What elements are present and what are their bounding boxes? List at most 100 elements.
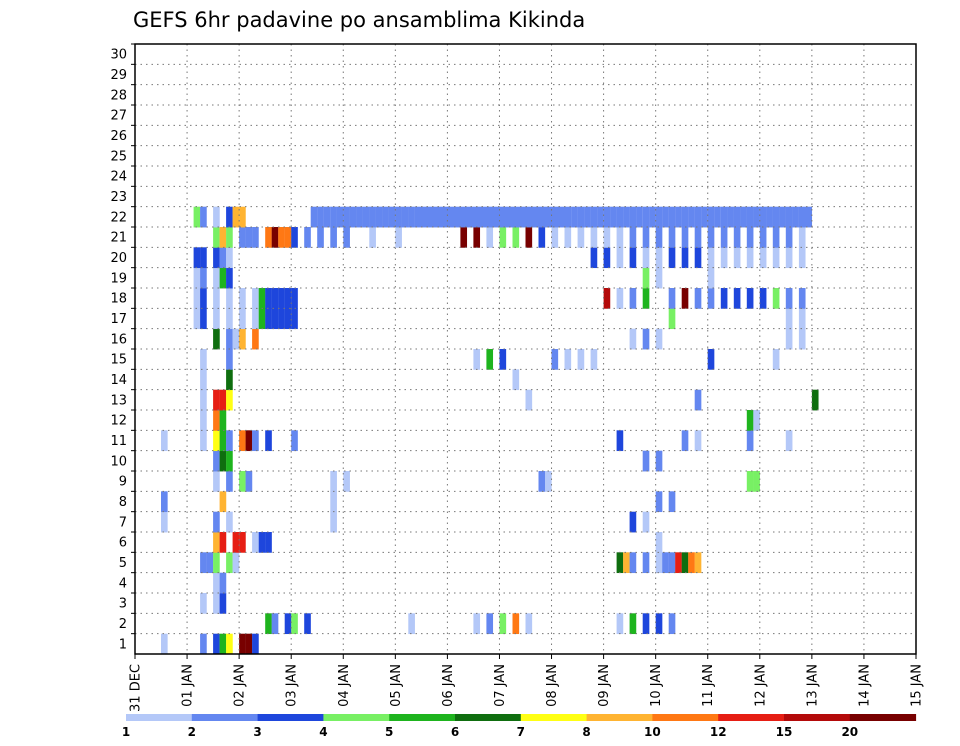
legend-label: 10 [644, 725, 661, 739]
heatmap-cell [577, 206, 585, 228]
heatmap-cell [545, 206, 552, 228]
heatmap-cell [798, 308, 806, 330]
heatmap-cell [655, 227, 663, 248]
heatmap-cell [798, 247, 806, 269]
legend-label: 4 [319, 725, 327, 739]
y-tick-label: 22 [110, 210, 127, 225]
heatmap-cell [759, 206, 767, 228]
y-tick-label: 21 [110, 231, 127, 246]
heatmap-cell [655, 267, 663, 289]
heatmap-cell [519, 206, 526, 228]
heatmap-cell [688, 552, 695, 574]
heatmap-cell [226, 308, 233, 330]
x-tick-label: 11 JAN [701, 664, 716, 707]
heatmap-cell [440, 206, 448, 228]
heatmap-cell [213, 247, 220, 269]
heatmap-cell [226, 247, 233, 269]
heatmap-cell [675, 552, 682, 574]
heatmap-cell [200, 593, 207, 614]
heatmap-cell [265, 288, 272, 309]
heatmap-cell [219, 227, 227, 248]
y-tick-label: 15 [110, 353, 127, 368]
heatmap-cell [213, 572, 220, 594]
heatmap-cell [375, 206, 383, 228]
heatmap-cell [330, 206, 337, 228]
heatmap-cell [642, 247, 650, 269]
heatmap-cell [356, 206, 363, 228]
heatmap-cell [232, 328, 240, 350]
heatmap-cell [200, 288, 207, 309]
heatmap-cell [642, 328, 650, 350]
x-tick-label: 13 JAN [805, 664, 820, 707]
heatmap-cell [616, 288, 624, 309]
heatmap-cell [668, 491, 676, 513]
heatmap-cell [551, 227, 559, 248]
heatmap-cell [714, 206, 721, 228]
x-tick-label: 04 JAN [337, 664, 352, 707]
heatmap-cell [571, 206, 578, 228]
heatmap-cell [668, 247, 676, 269]
heatmap-cell [239, 633, 246, 655]
x-tick-label: 03 JAN [285, 664, 300, 707]
heatmap-cell [343, 471, 350, 492]
legend-swatch [520, 714, 588, 721]
heatmap-cell [213, 552, 220, 574]
heatmap-cell [798, 288, 806, 309]
heatmap-cell [245, 471, 253, 492]
heatmap-cell [252, 430, 259, 452]
heatmap-cell [193, 267, 201, 289]
heatmap-cell [525, 613, 533, 635]
heatmap-cell [629, 328, 637, 350]
heatmap-cell [200, 349, 207, 370]
heatmap-cell [219, 430, 227, 452]
heatmap-cell [252, 328, 259, 350]
heatmap-cell [219, 247, 227, 269]
heatmap-cell [681, 227, 689, 248]
heatmap-cell [161, 633, 168, 655]
heatmap-cell [558, 206, 565, 228]
heatmap-cell [304, 227, 311, 248]
y-tick-label: 30 [110, 48, 127, 63]
heatmap-cell [401, 206, 409, 228]
heatmap-cell [291, 430, 298, 452]
heatmap-cell [512, 206, 520, 228]
heatmap-cell [499, 206, 507, 228]
heatmap-cell [668, 613, 676, 635]
heatmap-cell [200, 389, 207, 411]
heatmap-cell [232, 532, 240, 553]
heatmap-cell [232, 552, 240, 574]
heatmap-cell [213, 511, 220, 533]
heatmap-cell [343, 206, 350, 228]
legend-label: 1 [122, 725, 130, 739]
heatmap-cell [785, 430, 793, 452]
heatmap-cell [753, 206, 760, 228]
y-tick-label: 9 [119, 475, 127, 490]
heatmap-cell [239, 471, 246, 492]
heatmap-cell [414, 206, 422, 228]
y-tick-label: 13 [110, 393, 127, 408]
heatmap-cell [213, 267, 220, 289]
heatmap-cell [551, 206, 559, 228]
heatmap-cell [655, 491, 663, 513]
y-tick-label: 29 [110, 68, 127, 83]
heatmap-cell [629, 511, 637, 533]
heatmap-cell [694, 389, 702, 411]
legend-label: 8 [582, 725, 590, 739]
heatmap-cell [226, 227, 233, 248]
heatmap-cell [206, 552, 214, 574]
legend-label: 5 [385, 725, 393, 739]
heatmap-cell [564, 206, 572, 228]
heatmap-cell [200, 430, 207, 452]
heatmap-cell [694, 552, 702, 574]
heatmap-cell [707, 206, 715, 228]
heatmap-cell [284, 288, 292, 309]
x-tick-label: 09 JAN [597, 664, 612, 707]
heatmap-cell [226, 288, 233, 309]
heatmap-cell [349, 206, 357, 228]
legend-swatch [257, 714, 324, 721]
heatmap-cell [681, 206, 689, 228]
heatmap-cell [675, 206, 682, 228]
heatmap-cell [798, 206, 806, 228]
heatmap-cell [668, 308, 676, 330]
x-tick-label: 08 JAN [545, 664, 560, 707]
